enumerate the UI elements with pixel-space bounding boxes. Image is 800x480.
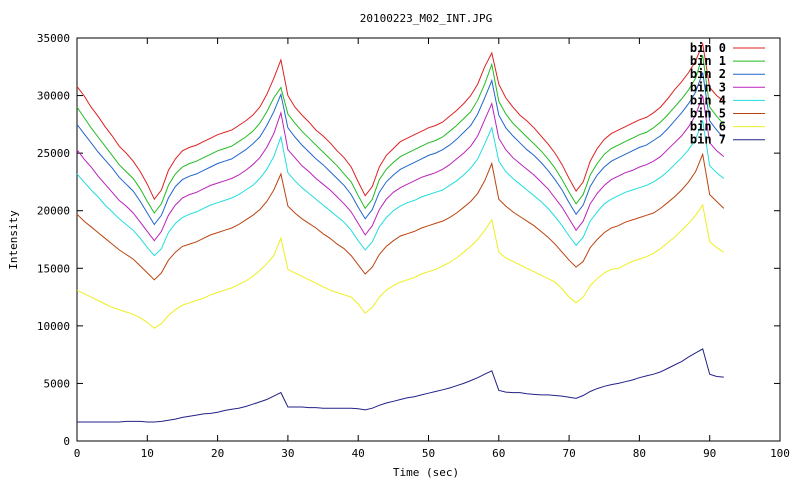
x-tick-label: 60 [492, 447, 505, 460]
plot-frame [76, 37, 781, 442]
y-tick-label: 0 [63, 435, 70, 448]
x-tick-label: 70 [562, 447, 575, 460]
legend-label-1: bin 1 [690, 54, 726, 68]
y-tick-label: 15000 [37, 262, 70, 275]
plot-border [76, 37, 781, 442]
legend-label-6: bin 6 [690, 120, 726, 134]
y-tick-label: 5000 [44, 377, 71, 390]
legend-label-7: bin 7 [690, 133, 726, 147]
x-tick-label: 30 [281, 447, 294, 460]
x-tick-label: 0 [74, 447, 81, 460]
series-lines [76, 41, 725, 423]
legend-label-0: bin 0 [690, 41, 726, 55]
x-tick-label: 40 [352, 447, 365, 460]
x-tick-label: 50 [422, 447, 435, 460]
y-axis: 0 5000 10000 15000 20000 25000 30000 35000 [37, 32, 780, 448]
x-axis: 0 10 20 30 40 50 60 70 80 90 100 [74, 38, 790, 460]
series-line-3 [76, 95, 725, 242]
series-line-0 [76, 41, 725, 201]
series-line-7 [77, 348, 724, 423]
y-tick-label: 25000 [37, 147, 70, 160]
y-axis-label: Intensity [7, 210, 20, 270]
y-tick-label: 35000 [37, 32, 70, 45]
x-tick-label: 90 [703, 447, 716, 460]
series-line-6 [76, 203, 725, 329]
x-tick-label: 80 [633, 447, 646, 460]
legend-label-3: bin 3 [690, 80, 726, 94]
chart-title: 20100223_M02_INT.JPG [360, 12, 492, 25]
y-tick-label: 10000 [37, 320, 70, 333]
y-tick-label: 20000 [37, 205, 70, 218]
y-tick-label: 30000 [37, 90, 70, 103]
legend-label-4: bin 4 [690, 93, 726, 107]
legend-label-5: bin 5 [690, 107, 726, 121]
x-tick-label: 100 [770, 447, 790, 460]
series-line-5 [76, 152, 725, 281]
series-line-4 [76, 118, 725, 257]
legend-label-2: bin 2 [690, 67, 726, 81]
series-line-2 [76, 72, 725, 226]
x-tick-label: 20 [211, 447, 224, 460]
x-axis-label: Time (sec) [393, 466, 459, 479]
x-tick-label: 10 [141, 447, 154, 460]
series-line-1 [76, 55, 725, 214]
